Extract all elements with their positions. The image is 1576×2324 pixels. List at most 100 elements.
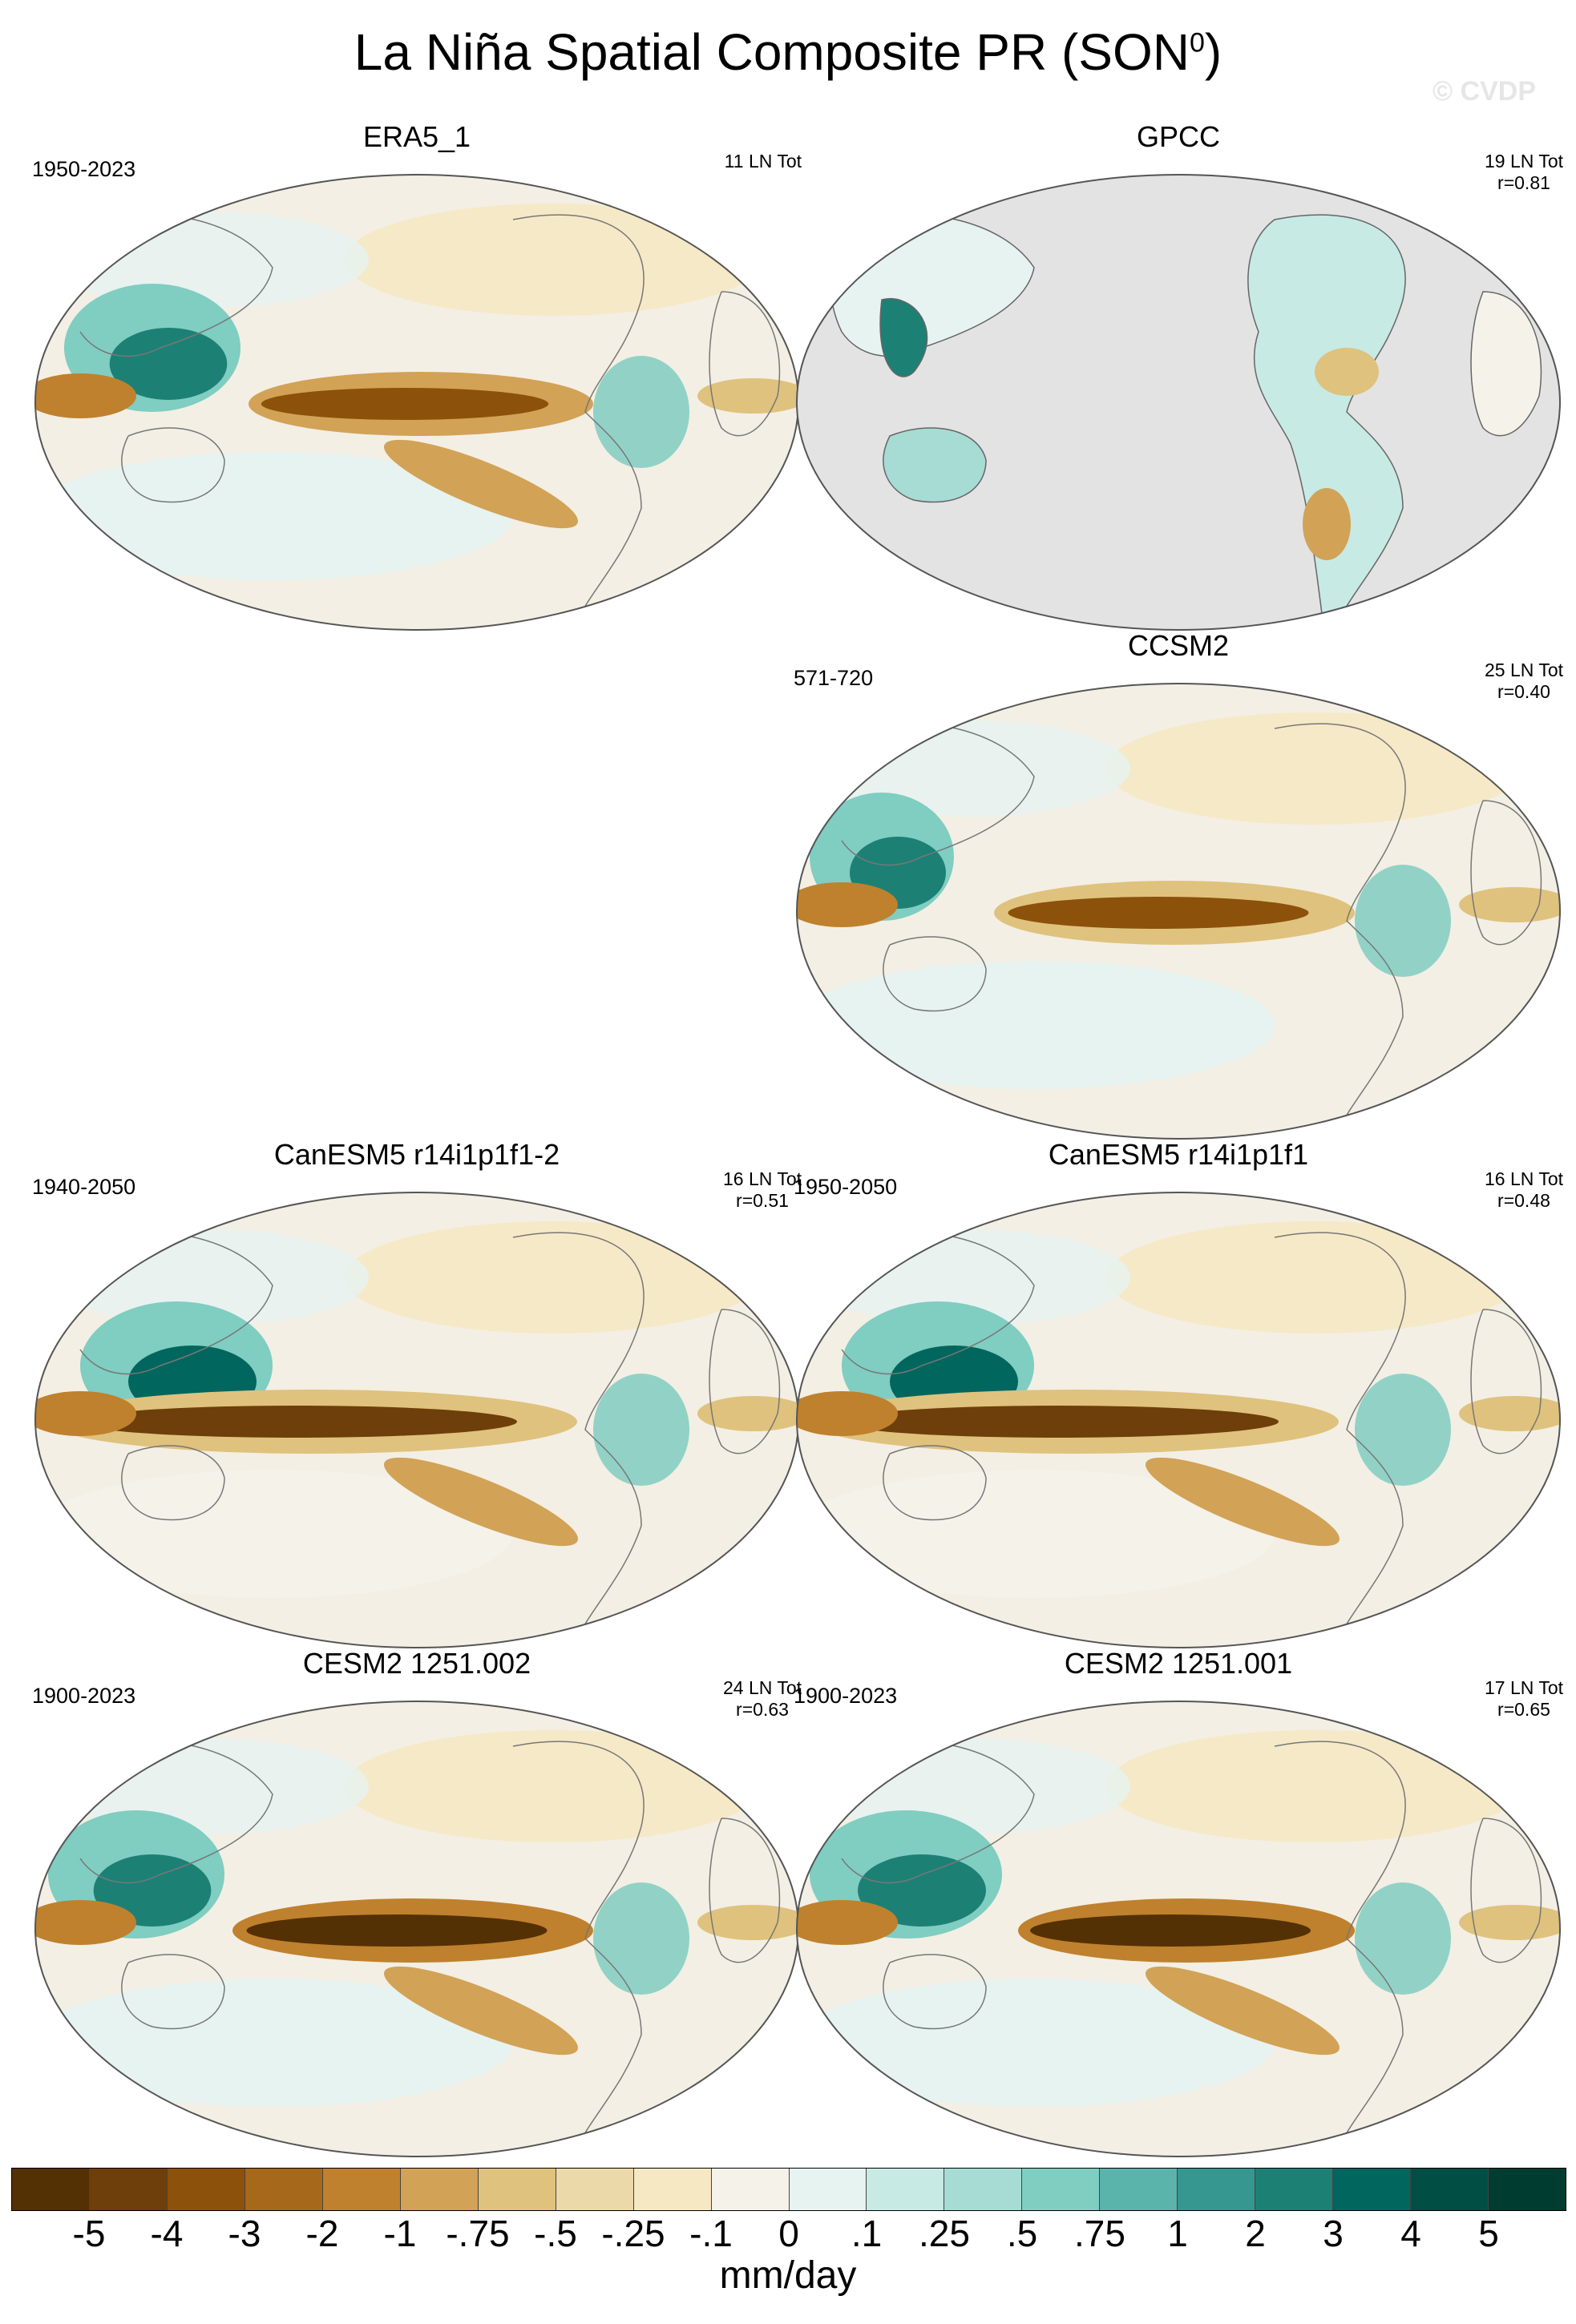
panel-years: 1900-2023 — [794, 1684, 898, 1708]
coastline — [709, 291, 781, 437]
figure-title-text: La Niña Spatial Composite PR (SON — [354, 23, 1190, 81]
coastline — [121, 1954, 225, 2030]
panel-years: 1950-2050 — [794, 1175, 898, 1199]
panel-title: CanESM5 r14i1p1f1-2 — [273, 1138, 560, 1171]
map-border — [796, 1192, 1561, 1648]
colorbar-swatch — [1178, 2169, 1256, 2210]
colorbar-swatch — [478, 2169, 556, 2210]
field-region — [797, 961, 1275, 1089]
panel-stats: 19 LN Tot r=0.81 — [1485, 151, 1563, 194]
colorbar-swatch — [1255, 2169, 1334, 2210]
coastline — [1274, 1741, 1406, 2148]
dry-band-core — [246, 1914, 548, 1947]
figure-title: La Niña Spatial Composite PR (SON0) — [0, 22, 1576, 82]
colorbar-tick-label: 2 — [1245, 2213, 1266, 2254]
panel-years: 571-720 — [794, 666, 874, 690]
colorbar-tick-label: .75 — [1074, 2213, 1125, 2254]
panel-stat-correlation: r=0.65 — [1497, 1699, 1550, 1720]
wet-anomaly-region — [1355, 865, 1451, 977]
dry-band-core — [76, 1406, 517, 1438]
coastline — [121, 1445, 225, 1521]
panel-years: 1940-2050 — [32, 1175, 136, 1199]
panel-title: GPCC — [1136, 120, 1220, 153]
colorbar-tick-label: -2 — [305, 2213, 339, 2254]
wet-anomaly-core — [858, 1854, 986, 1927]
dry-anomaly-region — [35, 373, 136, 418]
field-region — [48, 212, 369, 308]
dry-anomaly-region — [797, 882, 898, 927]
dry-band-core — [838, 1406, 1279, 1438]
colorbar-tick-label: -4 — [150, 2213, 184, 2254]
atlantic-anomaly — [697, 378, 798, 414]
colorbar-swatch — [944, 2169, 1023, 2210]
atlantic-anomaly — [1459, 1905, 1560, 1940]
spcz-anomaly — [1146, 1457, 1340, 1547]
field-region — [345, 1730, 762, 1842]
precip-map — [796, 683, 1561, 1140]
australia-landmass — [883, 427, 987, 503]
colorbar-tick-label: -.25 — [601, 2213, 665, 2254]
colorbar-swatch — [1411, 2169, 1489, 2210]
colorbar-swatch — [89, 2169, 168, 2210]
panel-stat-count: 19 LN Tot — [1484, 151, 1563, 171]
land-anomaly-patch — [1303, 488, 1351, 560]
cvdp-watermark: © CVDP — [1433, 76, 1536, 107]
colorbar-swatch — [1489, 2169, 1566, 2210]
atlantic-anomaly — [1459, 1396, 1560, 1431]
colorbar-tick-label: -5 — [72, 2213, 106, 2254]
colorbar-swatch — [711, 2169, 790, 2210]
wet-anomaly-region — [1355, 1882, 1451, 1995]
precip-map — [796, 174, 1561, 631]
panel-stats: 24 LN Tot r=0.63 — [723, 1677, 802, 1721]
colorbar-tick-label: -3 — [228, 2213, 261, 2254]
panel-stat-correlation: r=0.40 — [1497, 681, 1550, 702]
coastline — [1470, 1309, 1542, 1455]
panel-title: CanESM5 r14i1p1f1 — [1048, 1138, 1309, 1171]
map-border — [796, 174, 1561, 631]
coastline — [883, 936, 987, 1012]
colorbar-swatch — [12, 2169, 90, 2210]
coastline — [121, 427, 225, 503]
colorbar-swatch — [633, 2169, 712, 2210]
coastline — [512, 1232, 645, 1639]
panel-stat-count: 16 LN Tot — [1484, 1168, 1563, 1189]
colorbar-swatch — [400, 2169, 479, 2210]
field-region — [797, 1979, 1275, 2107]
coastline — [1274, 723, 1406, 1130]
atlantic-anomaly — [697, 1905, 798, 1940]
panel-title: CCSM2 — [1127, 629, 1230, 662]
panel-stat-count: 24 LN Tot — [722, 1677, 802, 1698]
colorbar-tick-label: 3 — [1323, 2213, 1344, 2254]
coastline — [512, 214, 645, 621]
colorbar-tick-label: .5 — [1006, 2213, 1038, 2254]
precip-map — [34, 174, 799, 631]
coastline — [883, 1954, 987, 2030]
coastline — [709, 1818, 781, 1963]
dry-anomaly-region — [35, 1900, 136, 1945]
panel-title: CESM2 1251.002 — [302, 1647, 531, 1680]
panel-stat-count: 17 LN Tot — [1484, 1677, 1563, 1698]
panel-stats: 16 LN Tot r=0.51 — [723, 1168, 802, 1212]
wet-anomaly-core — [109, 328, 228, 400]
spcz-anomaly — [384, 439, 578, 529]
wet-anomaly-region — [593, 1882, 689, 1995]
coastline — [512, 1741, 645, 2148]
panel-stats: 11 LN Tot — [725, 151, 802, 172]
map-panel-cesm2-001: CESM2 1251.001 1900-2023 17 LN Tot r=0.6… — [794, 1647, 1563, 2160]
wet-anomaly-region — [593, 356, 689, 468]
colorbar-swatch — [322, 2169, 401, 2210]
map-panel-canesm5-1: CanESM5 r14i1p1f1 1950-2050 16 LN Tot r=… — [794, 1138, 1563, 1651]
panel-stats: 17 LN Tot r=0.65 — [1485, 1677, 1563, 1721]
field-region — [1106, 1730, 1523, 1842]
colorbar-tick-label: 5 — [1478, 2213, 1499, 2254]
map-panel-ccsm2: CCSM2 571-720 25 LN Tot r=0.40 — [794, 629, 1563, 1142]
map-panel-cesm2-002: CESM2 1251.002 1900-2023 24 LN Tot r=0.6… — [32, 1647, 802, 2160]
panel-years: 1900-2023 — [32, 1684, 136, 1708]
dry-anomaly-region — [35, 1391, 136, 1436]
land-anomaly-patch — [1315, 348, 1379, 396]
figure-title-superscript: 0 — [1189, 27, 1205, 59]
panel-stat-correlation: r=0.48 — [1497, 1190, 1550, 1211]
atlantic-anomaly — [697, 1396, 798, 1431]
colorbar-tick-label: 0 — [778, 2213, 799, 2254]
field-region — [35, 452, 513, 580]
